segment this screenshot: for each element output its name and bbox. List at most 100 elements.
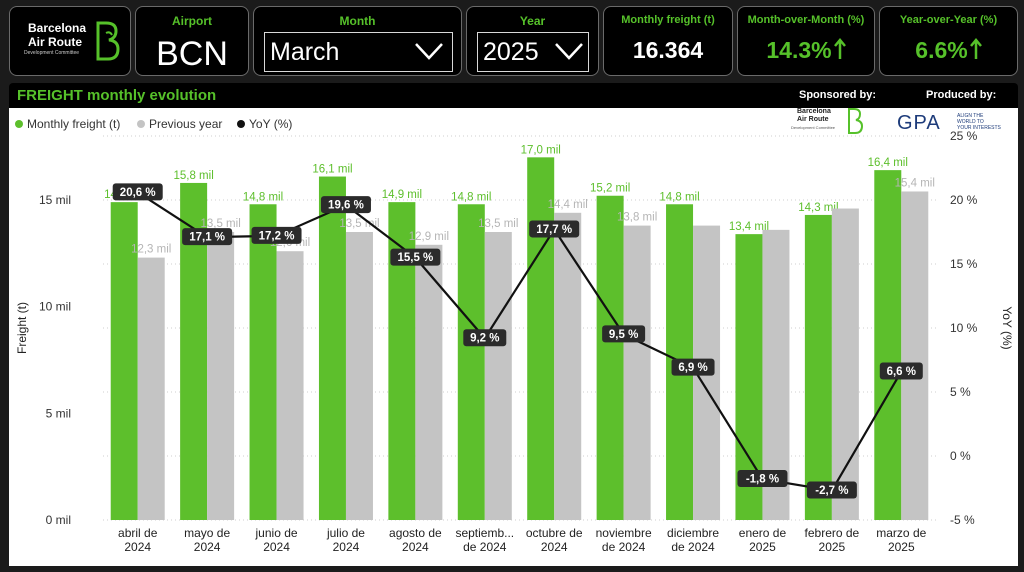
- yoy-value: 6.6%: [915, 37, 968, 63]
- x-tick-label: 2024: [402, 540, 429, 554]
- data-label-previous: 14,4 mil: [548, 199, 588, 211]
- yoy-label-box: [879, 362, 923, 380]
- data-label-previous: 12,9 mil: [409, 231, 449, 243]
- data-label-current: 14,3 mil: [798, 202, 838, 214]
- bar-current: [804, 214, 832, 520]
- x-tick-label: de 2024: [671, 540, 715, 554]
- bar-current: [874, 170, 902, 520]
- producer-tagline-line2: WORLD TO: [957, 119, 984, 125]
- chart-panel: Monthly freight (t) Previous year YoY (%…: [9, 108, 1018, 566]
- month-select[interactable]: March: [264, 32, 453, 72]
- monthly-freight-kpi: Monthly freight (t) 16.364: [603, 6, 733, 76]
- bar-previous: [484, 232, 512, 520]
- bar-previous: [901, 191, 929, 520]
- y-tick-label: 0 mil: [46, 513, 71, 527]
- sponsor-name-line3: Development Committee: [791, 125, 836, 130]
- x-tick-label: mayo de: [184, 526, 230, 540]
- data-label-yoy: 6,9 %: [678, 362, 707, 374]
- legend-previous-label: Previous year: [149, 117, 223, 131]
- x-tick-label: 2025: [749, 540, 776, 554]
- data-label-previous: 12,3 mil: [131, 244, 171, 256]
- data-label-yoy: 6,6 %: [887, 366, 916, 378]
- bar-current: [527, 157, 555, 521]
- year-label: Year: [519, 14, 546, 28]
- legend-current-swatch: [15, 120, 23, 128]
- year-select[interactable]: 2025: [477, 32, 589, 72]
- producer-tagline-line3: YOUR INTERESTS: [957, 125, 1001, 131]
- x-tick-label: de 2024: [602, 540, 646, 554]
- brand-b-icon: [96, 21, 120, 61]
- data-label-yoy: 15,5 %: [397, 252, 433, 264]
- yoy-label-box: [737, 470, 788, 488]
- mom-label: Month-over-Month (%): [747, 14, 865, 26]
- legend-current[interactable]: Monthly freight (t): [15, 117, 120, 131]
- x-tick-label: 2024: [333, 540, 360, 554]
- bar-current: [596, 195, 624, 520]
- bar-current: [110, 202, 138, 520]
- data-label-current: 16,4 mil: [868, 157, 908, 169]
- x-tick-label: 2025: [819, 540, 846, 554]
- legend-previous-swatch: [137, 120, 145, 128]
- sponsor-b-icon: [848, 108, 864, 134]
- x-tick-label: 2025: [888, 540, 915, 554]
- data-label-yoy: 19,6 %: [328, 200, 364, 212]
- data-label-yoy: 9,5 %: [609, 329, 638, 341]
- data-label-previous: 13,5 mil: [339, 218, 379, 230]
- data-label-current: 14,8 mil: [451, 191, 491, 203]
- y-tick-label: 5 mil: [46, 406, 71, 420]
- chevron-down-icon: [415, 43, 443, 60]
- sponsor-name-line1: Barcelona: [797, 108, 831, 115]
- chart-header: FREIGHT monthly evolution Sponsored by: …: [9, 83, 1018, 108]
- month-label: Month: [339, 14, 376, 28]
- month-value: March: [270, 38, 340, 66]
- yoy-kpi: Year-over-Year (%) 6.6%: [879, 6, 1018, 76]
- y-axis-title: Freight (t): [15, 302, 29, 354]
- bar-current: [318, 176, 346, 520]
- producer-logo: GPA ALIGN THE WORLD TO YOUR INTERESTS: [897, 110, 1007, 138]
- y2-tick-label: -5 %: [950, 513, 975, 527]
- data-label-current: 15,2 mil: [590, 183, 630, 195]
- x-tick-label: de 2024: [463, 540, 507, 554]
- yoy-label-box: [320, 196, 371, 214]
- y2-tick-label: 25 %: [950, 129, 978, 143]
- data-label-yoy: 17,2 %: [259, 230, 295, 242]
- data-label-current: 17,0 mil: [521, 144, 561, 156]
- bar-previous: [623, 225, 651, 520]
- yoy-label-box: [182, 228, 233, 246]
- brand-name-line2: Air Route: [28, 35, 82, 49]
- yoy-label-box: [112, 183, 163, 201]
- y2-axis-title: YoY (%): [1000, 306, 1014, 349]
- brand-logo: Barcelona Air Route Development Committe…: [9, 6, 131, 76]
- x-tick-label: febrero de: [805, 526, 860, 540]
- y2-tick-label: 10 %: [950, 321, 978, 335]
- legend-yoy-label: YoY (%): [249, 117, 293, 131]
- legend-yoy[interactable]: YoY (%): [237, 117, 292, 131]
- x-tick-label: 2024: [194, 540, 221, 554]
- data-label-yoy: 17,7 %: [536, 224, 572, 236]
- x-tick-label: octubre de: [526, 526, 583, 540]
- yoy-label-box: [463, 329, 507, 347]
- freight-chart: -5 % 0 % 5 % 10 % 15 % 20 % 25 % 0 mil 5 mil 10 m…: [15, 129, 1014, 554]
- data-label-yoy: 9,2 %: [470, 333, 499, 345]
- producer-name: GPA: [897, 112, 941, 134]
- data-label-previous: 15,4 mil: [895, 177, 935, 189]
- bar-previous: [554, 212, 582, 521]
- arrow-up-icon: [969, 38, 982, 59]
- airport-filter[interactable]: Airport BCN: [135, 6, 249, 76]
- x-tick-label: 2024: [263, 540, 290, 554]
- data-label-current: 16,1 mil: [312, 164, 352, 176]
- y-tick-label: 15 mil: [39, 193, 71, 207]
- y2-tick-label: 5 %: [950, 385, 971, 399]
- brand-name-line3: Development Committee: [24, 50, 80, 56]
- x-tick-label: junio de: [255, 526, 298, 540]
- x-tick-label: noviembre: [596, 526, 652, 540]
- yoy-label-box: [529, 220, 580, 238]
- sponsor-name-line2: Air Route: [797, 116, 829, 123]
- data-label-yoy: -1,8 %: [746, 474, 779, 486]
- legend-previous[interactable]: Previous year: [137, 117, 222, 131]
- sponsored-by-label: Sponsored by:: [799, 89, 877, 101]
- month-filter: Month March: [253, 6, 462, 76]
- airport-value: BCN: [156, 35, 228, 73]
- data-label-previous: 13,8 mil: [617, 212, 657, 224]
- bar-current: [249, 204, 277, 520]
